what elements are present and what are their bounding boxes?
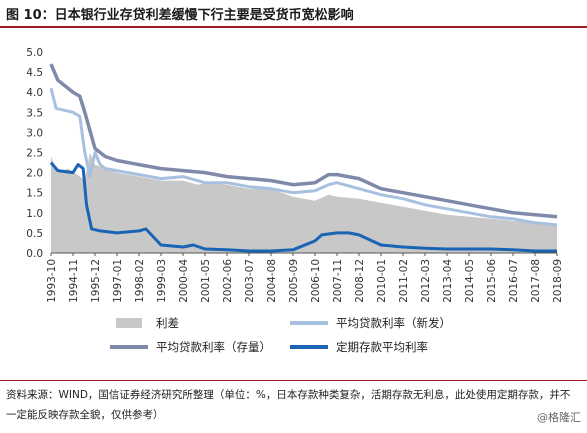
legend-label: 平均贷款利率（存量）	[156, 340, 271, 354]
source-rule	[0, 380, 587, 381]
x-tick-label: 2004-08	[266, 259, 278, 303]
x-tick-label: 2001-05	[200, 259, 212, 303]
x-tick-label: 2013-04	[442, 259, 454, 303]
x-tick-label: 2011-02	[398, 259, 410, 303]
figure-title: 图 10：日本银行业存贷利差缓慢下行主要是受货币宽松影响	[6, 8, 354, 23]
x-tick-label: 2007-11	[332, 259, 344, 303]
x-tick-label: 2015-06	[486, 259, 498, 303]
y-tick-label: 1.0	[26, 208, 43, 220]
y-tick-label: 5.0	[26, 47, 43, 59]
x-tick-label: 2014-05	[464, 259, 476, 303]
legend-label: 定期存款平均利率	[336, 340, 428, 354]
legend-swatch	[116, 318, 142, 328]
title-rule	[0, 26, 587, 28]
y-tick-label: 2.0	[26, 168, 43, 180]
x-tick-label: 1993-10	[46, 259, 58, 303]
series-line-3	[49, 161, 557, 253]
x-tick-label: 2003-07	[244, 259, 256, 303]
x-tick-label: 1994-11	[68, 259, 80, 303]
series-line-2	[49, 63, 558, 219]
axes: 0.0 0.5 1.0 1.5 2.0 2.5 3.0 3.5 4.0 4.5 5.0 1993-10…	[26, 47, 564, 303]
x-tick-label: 1999-03	[156, 259, 168, 303]
y-tick-label: 1.5	[26, 188, 43, 200]
x-tick-label: 2010-01	[376, 259, 388, 303]
x-tick-label: 1997-01	[112, 259, 124, 303]
x-tick-label: 2016-07	[508, 259, 520, 303]
x-tick-label: 1995-12	[90, 259, 102, 303]
x-tick-label: 2012-03	[420, 259, 432, 303]
y-tick-label: 4.0	[26, 87, 43, 99]
x-tick-label: 2008-12	[354, 259, 366, 303]
y-tick-label: 3.5	[26, 107, 43, 119]
x-tick-label: 1998-02	[134, 259, 146, 303]
series-line-1	[49, 87, 558, 227]
y-tick-label: 0.5	[26, 228, 43, 240]
x-tick-label: 2018-09	[552, 259, 564, 303]
x-tick-label: 2017-08	[530, 259, 542, 303]
legend-label: 平均贷款利率（新发）	[336, 316, 451, 330]
y-tick-label: 4.5	[26, 67, 43, 79]
x-tick-label: 2006-10	[310, 259, 322, 303]
legend: 利差 平均贷款利率（新发） 平均贷款利率（存量） 定期存款平均利率	[110, 316, 451, 354]
x-tick-label: 2002-06	[222, 259, 234, 303]
legend-label: 利差	[156, 316, 179, 330]
series-area-spread	[51, 152, 557, 253]
y-tick-label: 3.0	[26, 127, 43, 139]
x-tick-label: 2000-04	[178, 259, 190, 303]
source-note: 资料来源：WIND，国信证券经济研究所整理（单位：%，日本存款种类复杂，活期存款…	[6, 389, 571, 421]
chart: 0.0 0.5 1.0 1.5 2.0 2.5 3.0 3.5 4.0 4.5 5.0 1993-10…	[26, 47, 564, 354]
figure-header: 图 10：日本银行业存贷利差缓慢下行主要是受货币宽松影响	[0, 0, 587, 26]
plot-area	[49, 63, 558, 253]
y-tick-label: 2.5	[26, 148, 43, 160]
x-tick-label: 2005-09	[288, 259, 300, 303]
y-tick-label: 0.0	[26, 248, 43, 260]
watermark: @格隆汇	[537, 411, 581, 424]
